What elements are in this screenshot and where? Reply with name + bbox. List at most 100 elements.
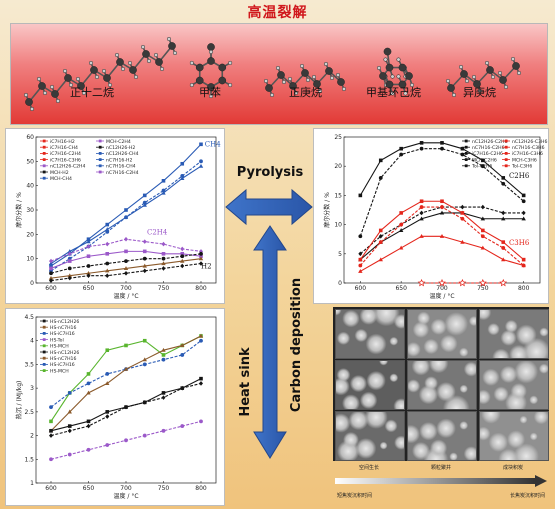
y-tick-label: 4.5 <box>24 314 34 321</box>
data-point <box>399 222 404 227</box>
data-point <box>86 419 91 424</box>
data-point <box>67 273 72 278</box>
molecule-label-dodecane: 正十二烷 <box>70 86 114 99</box>
hydrogen-atom <box>458 64 464 70</box>
data-point <box>124 438 128 443</box>
series-line <box>50 165 202 264</box>
data-point <box>161 256 166 261</box>
data-point <box>142 433 147 438</box>
data-point <box>142 256 147 261</box>
data-point <box>419 146 424 151</box>
carbon-atom <box>512 62 520 70</box>
y-tick-label: 10 <box>26 256 34 263</box>
legend-entry: iC7H16-C2H4 <box>50 151 81 157</box>
data-point <box>105 227 110 232</box>
data-point <box>86 237 91 241</box>
hydrogen-atom <box>88 60 94 66</box>
hydrogen-atom <box>107 82 113 88</box>
data-point <box>440 199 444 204</box>
carbon-atom <box>337 78 345 86</box>
data-point <box>521 193 526 198</box>
series-c3h6-a- <box>358 199 526 262</box>
legend-entry: HS-Tol <box>50 337 64 343</box>
carbon-atom <box>207 57 215 65</box>
data-point <box>199 376 203 381</box>
hydrogen-atom <box>23 92 29 98</box>
carbon-atom <box>218 76 227 85</box>
plot-frame <box>343 136 541 284</box>
x-tick-label: 650 <box>83 285 95 292</box>
data-point <box>124 405 128 409</box>
carbon-atom <box>325 67 333 75</box>
data-point <box>439 210 445 215</box>
y-tick-label: 0 <box>338 280 342 287</box>
legend-entry: MCH-C2H4 <box>106 139 131 145</box>
carbon-atom <box>398 80 407 89</box>
chart-panel-alkenes: 600 650 700 750 800 0 5 10 15 20 25 温度 / °C 摩尔分数 / %… <box>313 128 549 304</box>
carbon-atom <box>90 66 98 74</box>
data-point <box>481 228 485 233</box>
legend-entry: MCH-H2 <box>50 170 69 176</box>
data-point <box>161 241 166 247</box>
legend-entry: HS-nC12H26 <box>50 319 79 325</box>
data-point <box>358 234 363 239</box>
data-point <box>378 158 383 163</box>
y-tick-label: 60 <box>26 134 34 141</box>
series-h2-b- <box>48 256 204 280</box>
series-c2h6-b- <box>358 146 526 239</box>
hydrogen-atom <box>383 57 388 62</box>
y-tick-label: 30 <box>26 207 34 214</box>
sem-col-label-2: 颗粒聚并 <box>430 465 451 471</box>
y-axis-label: 摩尔分数 / % <box>15 192 23 228</box>
data-point <box>478 278 487 287</box>
legend-entry: HS-iC7H16 <box>50 331 75 337</box>
legend-entry: HS-nC7H16 <box>50 356 76 362</box>
legend-entry: MCH-CH4 <box>50 176 72 182</box>
legend-entry: MCH-C2H6 <box>472 157 497 163</box>
carbon-atom <box>301 69 309 77</box>
y-tick-label: 5 <box>338 251 342 258</box>
sem-col-label-3: 成块积炭 <box>502 465 523 471</box>
series-c2h4-b- <box>49 249 203 271</box>
data-point <box>67 452 72 457</box>
hydrogen-atom <box>120 66 126 72</box>
x-tick-label: 750 <box>158 285 170 292</box>
pyrolysis-arrow <box>225 188 313 226</box>
carbon-atom <box>385 63 394 72</box>
annotation-c2h4: C2H4 <box>147 228 168 236</box>
data-point <box>124 259 128 263</box>
y-axis-label: 摩尔分数 / % <box>323 192 331 228</box>
data-point <box>124 208 128 212</box>
legend-entry: HS-MCH <box>50 368 69 374</box>
data-point <box>358 263 363 268</box>
data-point <box>501 176 506 180</box>
legend-entry: iC7H16-CH4 <box>50 145 78 151</box>
data-point <box>480 234 485 239</box>
data-point <box>86 447 91 452</box>
data-point <box>521 199 526 204</box>
legend-entry: HS-nC12H26 <box>50 350 79 356</box>
data-point <box>105 414 110 419</box>
sem-image <box>407 360 477 410</box>
hydrogen-atom <box>471 74 477 80</box>
data-point <box>124 249 128 254</box>
data-point <box>124 236 128 242</box>
hydrogen-atom <box>293 90 299 96</box>
data-point <box>419 141 424 145</box>
annotation-h2: H2 <box>201 262 212 270</box>
data-point <box>49 264 53 268</box>
series-h2-c- <box>49 261 203 283</box>
hydrogen-atom <box>81 90 87 96</box>
hydrogen-atom <box>172 50 178 56</box>
y-tick-label: 50 <box>26 158 34 165</box>
x-tick-label: 700 <box>120 485 132 492</box>
hydrogen-atom <box>281 79 287 85</box>
sem-image <box>479 309 549 359</box>
hydrogen-atom <box>140 44 146 50</box>
data-point <box>480 216 486 221</box>
hydrogen-atom <box>323 61 329 67</box>
carbon-atom <box>385 80 394 89</box>
y-tick-label: 20 <box>26 231 34 238</box>
hydrogen-atom <box>396 74 401 79</box>
